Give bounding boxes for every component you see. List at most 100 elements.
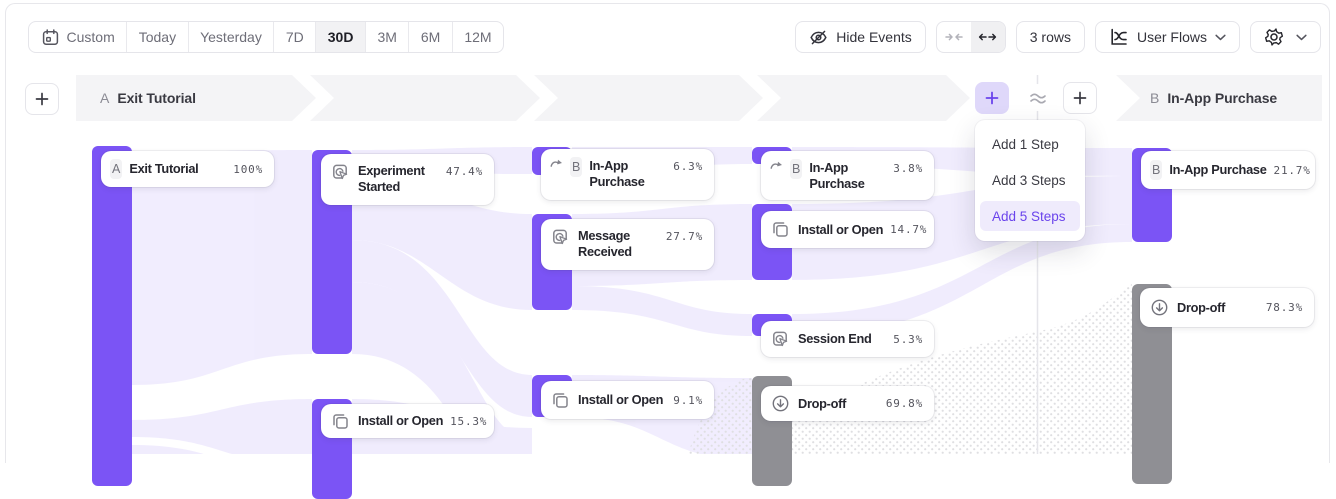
date-range-label: 12M [464,29,492,45]
dropoff-icon [1149,297,1170,318]
flow-node-card-experiment-started[interactable]: Experiment Started 47.4% [321,154,494,205]
chevron-down-icon [1296,34,1307,40]
node-percent: 15.3% [450,414,488,428]
calendar-icon [42,28,58,45]
step-header-band [76,75,1322,121]
date-range-7d[interactable]: 7D [273,22,315,52]
squiggle-equals-icon [1029,93,1046,103]
rows-count-label: 3 rows [1029,29,1071,45]
flow-node-card-drop-off[interactable]: Drop-off 69.8% [761,386,934,421]
step-band-segment-a [76,75,316,121]
date-range-12m[interactable]: 12M [451,22,503,52]
flow-node-card-session-end[interactable]: Session End 5.3% [761,321,934,357]
hide-events-button[interactable]: Hide Events [795,21,926,53]
flow-node-card-install-or-open[interactable]: Install or Open 15.3% [321,404,494,438]
click-icon [330,162,351,183]
step-band-segment-3 [534,75,763,121]
step-band-segment-2 [310,75,540,121]
node-title: Drop-off [798,395,847,411]
flow-cards-layer: A Exit Tutorial 100% Experiment Started 47.4… [101,149,1315,438]
collapsed-steps-indicator [1024,84,1051,111]
date-range-label: Today [138,29,177,45]
menu-item-add-1-step[interactable]: Add 1 Step [992,136,1059,152]
date-range-6m[interactable]: 6M [408,22,451,52]
add-step-after-gap-button[interactable] [1063,82,1097,114]
copy-icon [553,392,568,408]
step-letter-badge: B [1150,160,1163,180]
node-title: Session End [798,331,872,346]
flow-link-ribbon [132,399,312,454]
date-range-label: 3M [377,29,397,45]
collapse-columns-button[interactable] [937,22,971,52]
date-range-3m[interactable]: 3M [364,22,408,52]
date-range-yesterday[interactable]: Yesterday [187,22,274,52]
flow-link-ribbon [792,224,1132,336]
node-title: Install or Open [578,392,664,407]
flow-link-ribbon [132,150,312,385]
plus-icon [35,92,49,106]
chevron-down-icon [1215,34,1226,40]
date-range-label: Custom [66,29,115,45]
flow-node-card-install-or-open[interactable]: Install or Open 9.1% [541,381,714,419]
flow-link-ribbon [572,286,752,336]
dropoff-dotted-ribbon [688,376,752,454]
gear-icon [1264,28,1284,46]
copy-icon [330,411,351,432]
flow-node-card-drop-off[interactable]: Drop-off 78.3% [1140,288,1314,327]
flow-node-card-install-or-open[interactable]: Install or Open 14.7% [761,211,934,248]
collapse-expand-control [935,21,1006,53]
top-toolbar: Custom Today Yesterday 7D 30D 3M 6M 12M Hide Ev… [0,0,1336,70]
settings-dropdown[interactable] [1250,21,1321,53]
flow-node-card-in-app-purchase[interactable]: B In-App Purchase 6.3% [541,149,714,200]
node-percent: 9.1% [673,393,703,407]
date-range-segmented-control: Custom Today Yesterday 7D 30D 3M 6M 12M [28,21,505,53]
flow-link-ribbon [352,240,532,417]
chart-type-dropdown[interactable]: User Flows [1094,21,1240,53]
flow-node-card-in-app-purchase[interactable]: B In-App Purchase 21.7% [1141,151,1315,189]
node-title: Install or Open [358,413,444,428]
arrows-outward-icon [979,33,997,41]
flow-node-card-message-received[interactable]: Message Received 27.7% [541,219,714,270]
chart-type-label: User Flows [1136,29,1207,45]
plus-icon [1073,91,1087,105]
eye-slash-icon [810,30,827,44]
menu-item-add-3-steps[interactable]: Add 3 Steps [992,172,1066,188]
copy-icon [333,413,348,429]
node-title: In-App Purchase [809,160,865,191]
node-title: Exit Tutorial [129,161,199,176]
plus-icon [985,91,999,105]
date-range-custom[interactable]: Custom [29,22,126,52]
node-percent: 3.8% [893,162,923,175]
node-title: Drop-off [1177,299,1226,315]
arrows-inward-icon [945,33,963,41]
step-letter-badge: A [110,159,123,179]
node-percent: 47.4% [445,165,483,178]
hide-events-label: Hide Events [836,29,912,45]
expand-columns-button[interactable] [970,22,1005,52]
flow-node-card-exit-tutorial[interactable]: A Exit Tutorial 100% [101,151,274,187]
dropoff-icon [770,393,791,414]
date-range-today[interactable]: Today [126,22,187,52]
flow-link-ribbon [352,172,532,310]
rows-count-button[interactable]: 3 rows [1015,21,1085,53]
node-percent: 14.7% [890,223,928,236]
node-title: Experiment Started [358,163,425,194]
date-range-30d[interactable]: 30D [315,22,365,52]
skip-ahead-icon [770,161,782,169]
dropoff-icon [772,395,789,412]
copy-icon [773,222,788,237]
node-title: In-App Purchase [1169,162,1267,177]
flow-node-card-in-app-purchase[interactable]: B In-App Purchase 3.8% [761,151,934,200]
node-percent: 21.7% [1273,163,1311,177]
add-column-button[interactable] [25,83,59,115]
menu-item-add-5-steps[interactable]: Add 5 Steps [980,201,1080,231]
date-range-label: 7D [285,29,304,45]
click-icon [550,227,571,248]
date-range-label: 30D [327,29,354,45]
node-percent: 100% [233,162,263,176]
node-percent: 69.8% [885,397,923,410]
node-percent: 27.7% [665,230,703,243]
click-event-icon [333,164,348,180]
user-flows-icon [1111,28,1127,45]
add-step-before-b-button[interactable] [975,82,1009,114]
